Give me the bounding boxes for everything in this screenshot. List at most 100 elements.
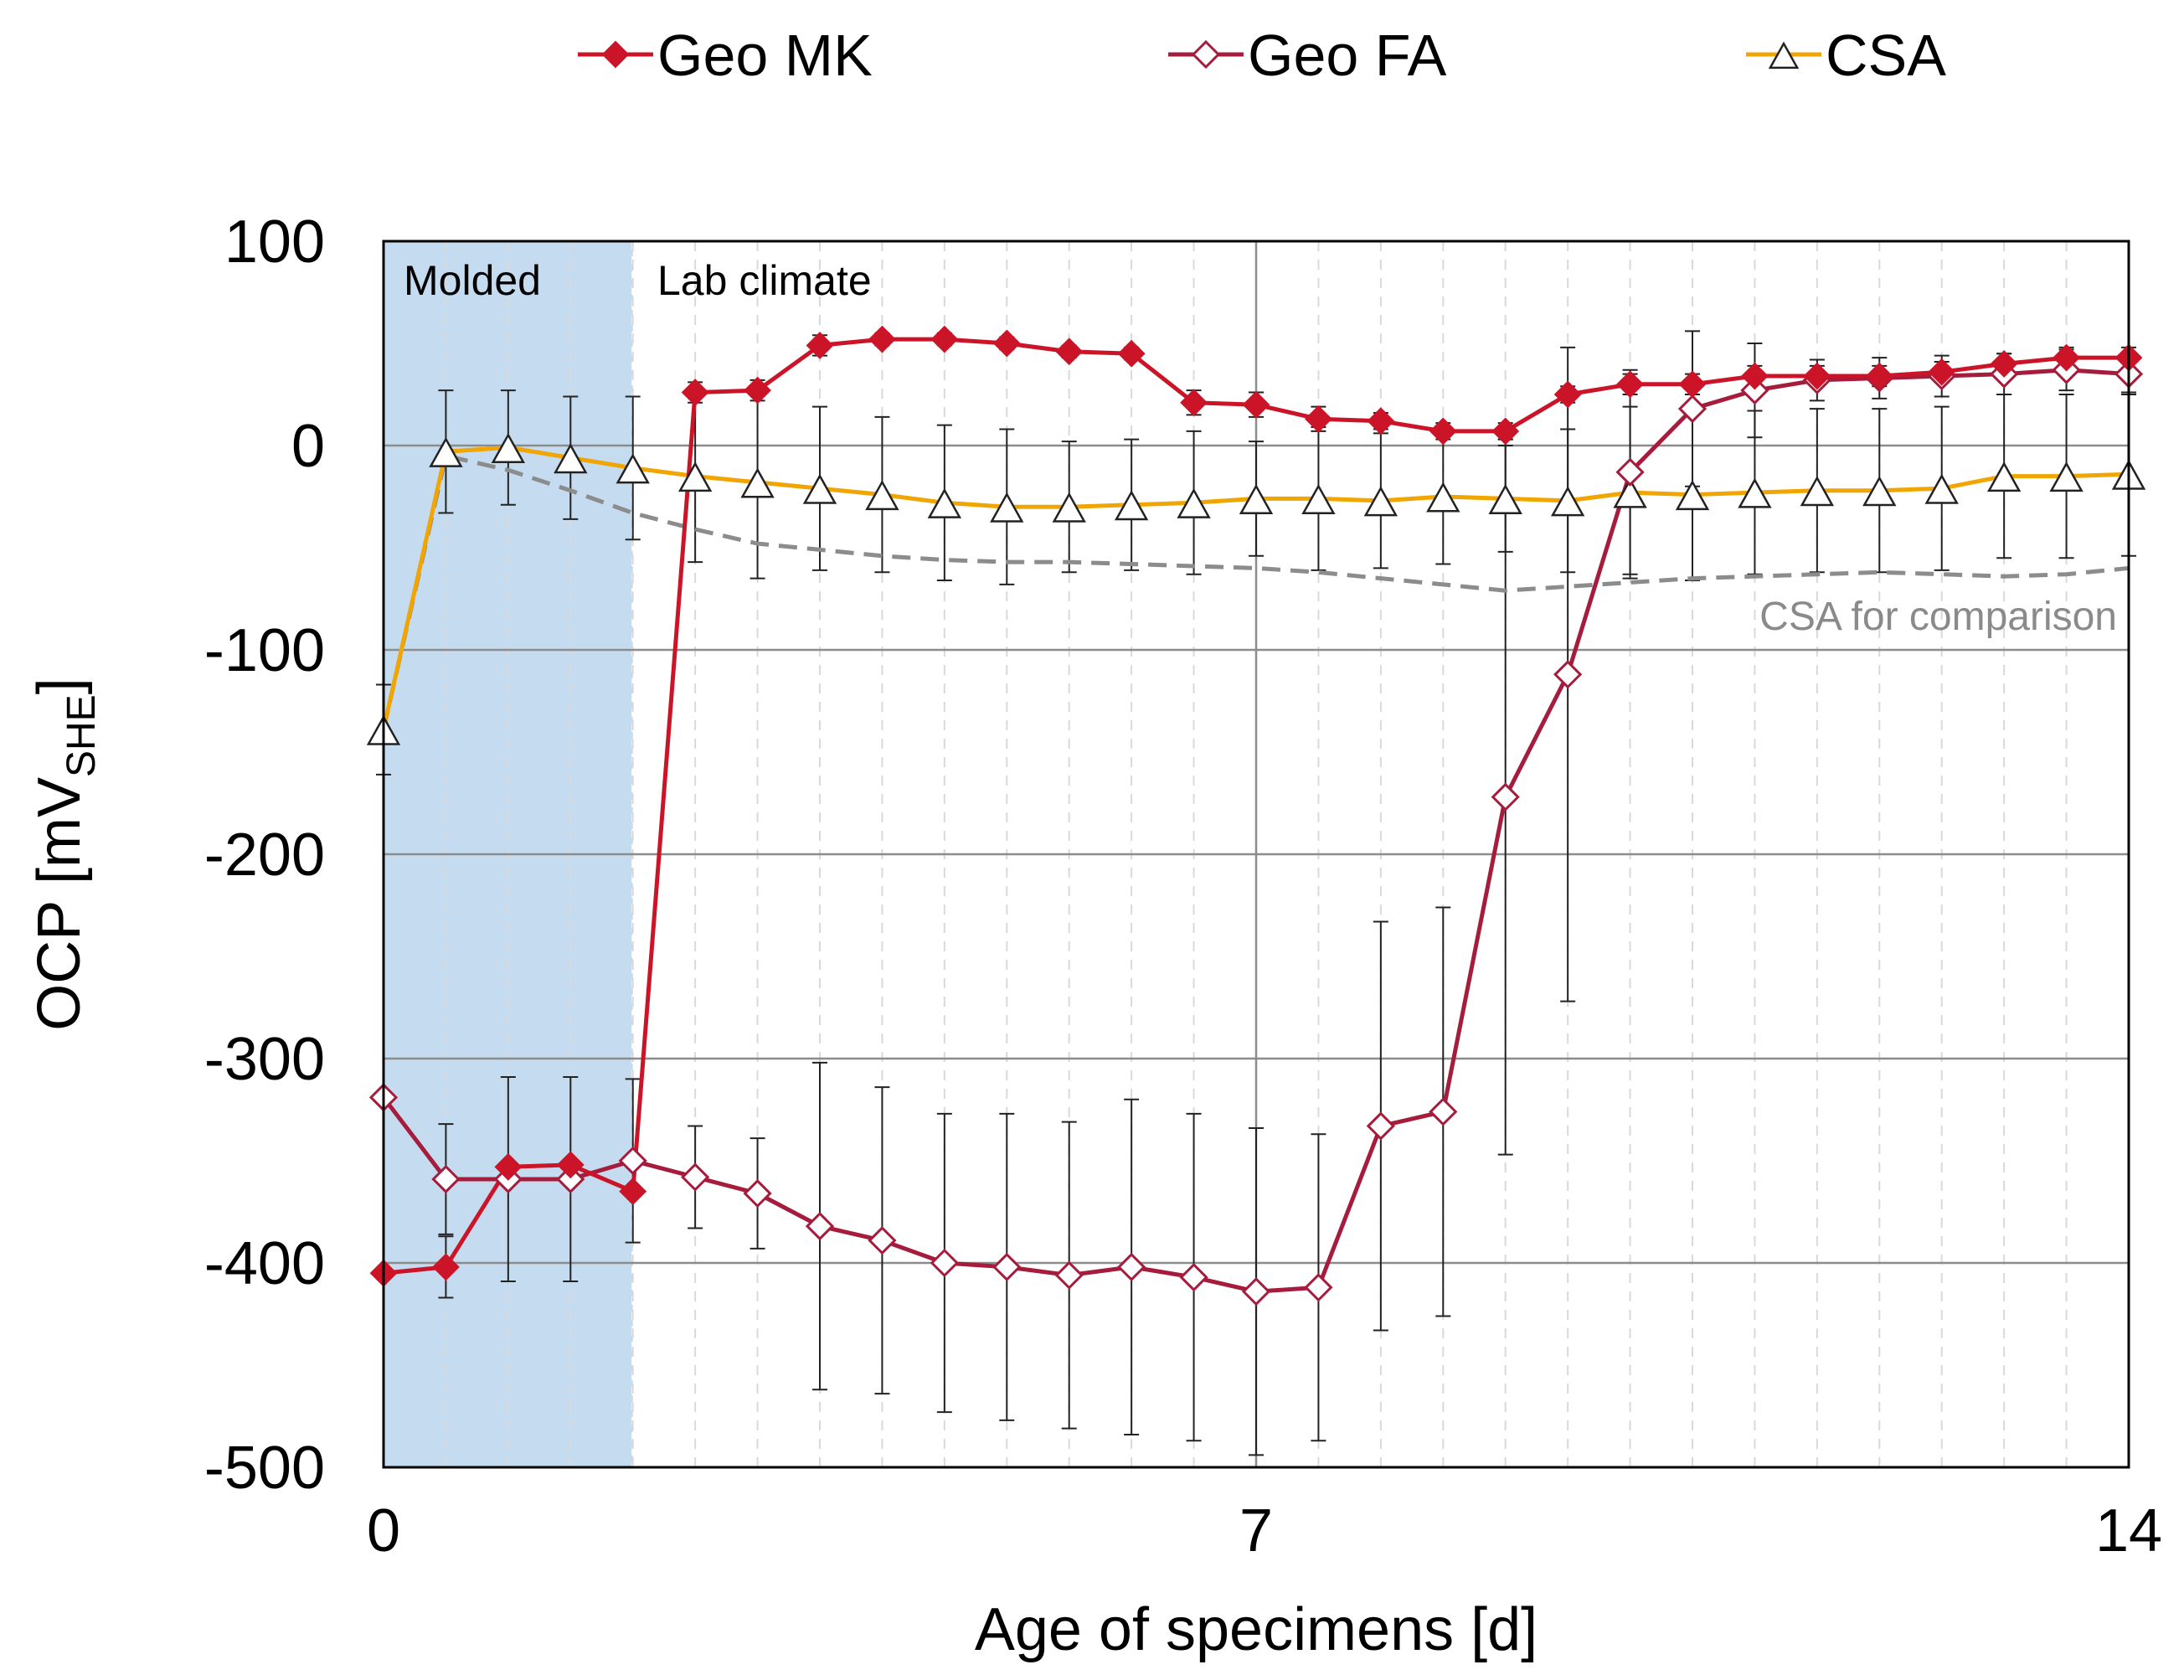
legend-symbol-geo-fa bbox=[1168, 39, 1244, 70]
data-point-geo-mk bbox=[1678, 370, 1707, 399]
data-point-geo-mk bbox=[432, 1253, 460, 1281]
data-point-csa bbox=[1177, 487, 1211, 518]
data-point-csa bbox=[1800, 476, 1835, 507]
data-point-geo-mk bbox=[619, 1178, 647, 1206]
data-point-csa bbox=[1301, 483, 1336, 514]
data-point-csa bbox=[990, 492, 1024, 523]
data-point-geo-fa bbox=[743, 1178, 772, 1208]
data-point-geo-fa bbox=[1740, 375, 1769, 405]
data-point-csa bbox=[1550, 486, 1585, 517]
data-point-csa bbox=[1488, 483, 1522, 514]
data-point-geo-fa bbox=[681, 1162, 710, 1192]
data-point-geo-mk bbox=[1865, 362, 1893, 390]
data-point-csa bbox=[1613, 477, 1647, 508]
data-point-geo-fa bbox=[1179, 1262, 1208, 1292]
y-tick-label: -300 bbox=[204, 1026, 325, 1093]
data-point-csa bbox=[1363, 486, 1398, 517]
tick-label-layer: 100 0 -100 -200 -300 -400 -500 0 7 14 bbox=[204, 209, 2162, 1564]
data-point-geo-fa bbox=[1054, 1260, 1084, 1290]
y-tick-label: 100 bbox=[224, 209, 325, 276]
y-tick-label: -200 bbox=[204, 822, 325, 889]
x-tick-label: 0 bbox=[367, 1497, 400, 1564]
data-point-geo-mk bbox=[868, 325, 896, 353]
data-point-csa bbox=[2049, 461, 2084, 492]
legend-symbol-geo-mk bbox=[578, 40, 653, 69]
data-point-csa bbox=[740, 467, 775, 498]
data-point-csa bbox=[865, 479, 899, 511]
y-axis-title-subscript: SHE bbox=[59, 694, 104, 777]
marker-layer bbox=[366, 325, 2146, 1306]
data-point-csa bbox=[927, 487, 962, 518]
data-point-csa bbox=[1239, 483, 1274, 514]
data-point-geo-mk bbox=[1242, 390, 1270, 419]
data-point-geo-mk bbox=[1553, 380, 1582, 409]
data-point-geo-fa bbox=[805, 1211, 835, 1241]
data-point-geo-mk bbox=[1367, 407, 1395, 435]
data-point-geo-fa bbox=[930, 1248, 959, 1278]
data-point-geo-fa bbox=[1615, 457, 1645, 487]
series-line-csa-for-comparison bbox=[381, 453, 2130, 730]
data-point-geo-mk bbox=[1990, 349, 2018, 378]
data-point-csa bbox=[1862, 476, 1897, 507]
legend-label-geo-mk: Geo MK bbox=[657, 23, 873, 88]
data-point-geo-fa bbox=[1304, 1273, 1333, 1302]
data-point-geo-mk bbox=[992, 329, 1021, 358]
data-point-geo-mk bbox=[1928, 358, 1956, 386]
data-point-csa bbox=[1052, 492, 1086, 523]
molded-label: Molded bbox=[404, 257, 541, 304]
y-tick-label: -100 bbox=[204, 617, 325, 684]
data-point-geo-fa bbox=[1491, 782, 1520, 812]
data-point-geo-mk bbox=[1429, 417, 1457, 446]
data-point-geo-mk bbox=[1117, 339, 1146, 368]
y-tick-label: -400 bbox=[204, 1230, 325, 1297]
data-point-geo-mk bbox=[1180, 389, 1208, 417]
data-point-geo-mk bbox=[1803, 362, 1831, 390]
data-point-csa bbox=[491, 432, 526, 463]
data-point-geo-fa bbox=[1366, 1111, 1395, 1141]
data-point-geo-fa bbox=[556, 1164, 585, 1194]
data-point-csa bbox=[1924, 473, 1959, 504]
data-point-geo-fa bbox=[1553, 660, 1583, 689]
csa-comparison-label: CSA for comparison bbox=[1759, 595, 2117, 639]
data-point-geo-mk bbox=[2053, 343, 2080, 372]
data-point-geo-fa bbox=[868, 1226, 897, 1255]
plot-frame bbox=[382, 240, 2130, 1469]
data-point-geo-mk bbox=[1741, 362, 1769, 390]
data-point-geo-fa bbox=[618, 1146, 647, 1176]
x-axis-title: Age of specimens [d] bbox=[975, 1596, 1538, 1663]
data-point-geo-mk bbox=[1055, 338, 1084, 366]
data-point-geo-mk bbox=[681, 379, 709, 406]
data-point-geo-mk bbox=[556, 1151, 585, 1179]
y-axis-title: OCP [mVSHE] bbox=[26, 678, 104, 1030]
legend-symbol-layer bbox=[578, 39, 1821, 70]
data-point-csa bbox=[1986, 461, 2022, 492]
legend-marker bbox=[601, 40, 630, 69]
data-point-geo-fa bbox=[1429, 1097, 1458, 1126]
legend-label-csa: CSA bbox=[1826, 23, 1946, 88]
data-point-geo-fa bbox=[1117, 1252, 1146, 1282]
legend-label-geo-fa: Geo FA bbox=[1248, 23, 1447, 88]
data-point-geo-mk bbox=[930, 325, 959, 353]
y-tick-label: 0 bbox=[291, 413, 325, 480]
data-point-geo-mk bbox=[1305, 405, 1332, 433]
data-point-geo-fa bbox=[992, 1252, 1022, 1282]
y-tick-label: -500 bbox=[204, 1435, 325, 1502]
y-axis-title-main: OCP [mV bbox=[26, 777, 93, 1031]
plot-frame-layer bbox=[382, 240, 2130, 1469]
data-point-csa bbox=[1738, 477, 1772, 508]
data-point-geo-fa bbox=[1677, 394, 1708, 424]
data-point-csa bbox=[1114, 490, 1149, 521]
data-point-csa bbox=[677, 461, 713, 492]
y-axis-title-close: ] bbox=[26, 678, 93, 694]
lab-climate-label: Lab climate bbox=[657, 257, 872, 304]
legend-symbol-csa bbox=[1746, 41, 1821, 70]
data-point-csa bbox=[554, 443, 588, 474]
text-layer: Molded Lab climate CSA for comparison Ag… bbox=[26, 23, 2117, 1663]
data-point-geo-mk bbox=[806, 332, 834, 359]
data-point-csa bbox=[616, 453, 650, 484]
data-point-geo-fa bbox=[1241, 1277, 1271, 1306]
legend-marker bbox=[1191, 39, 1221, 70]
legend-marker bbox=[1768, 41, 1800, 70]
